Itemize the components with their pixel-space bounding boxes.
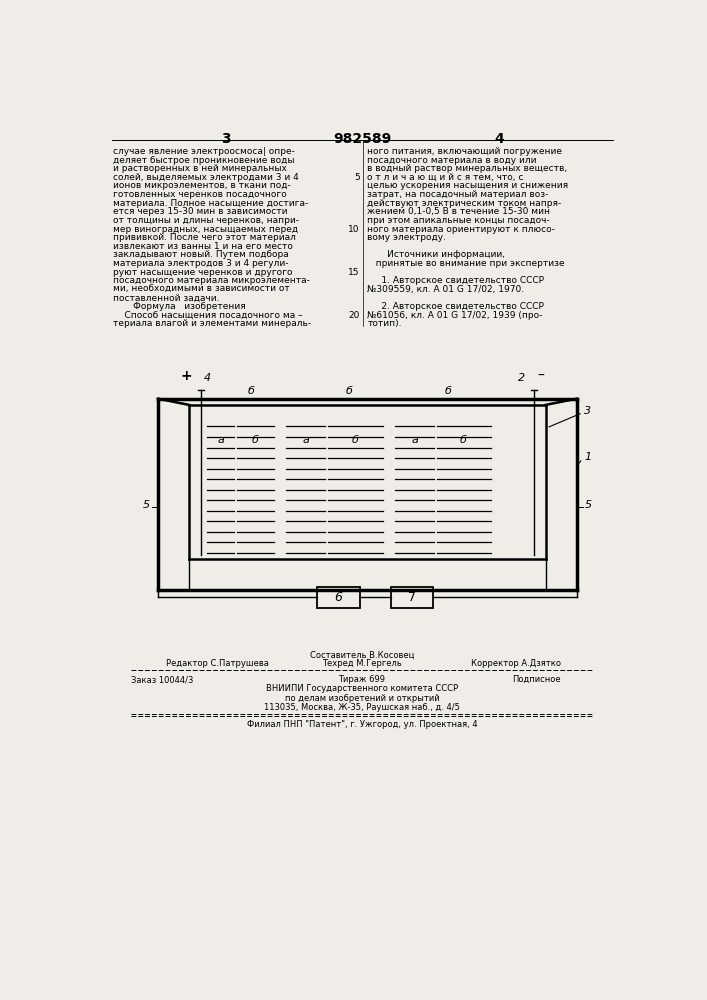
Text: посадочного материала микроэлемента-: посадочного материала микроэлемента- <box>113 276 310 285</box>
Bar <box>317 587 360 608</box>
Text: 2: 2 <box>518 373 525 383</box>
Text: б: б <box>247 386 255 396</box>
Text: Формула   изобретения: Формула изобретения <box>113 302 246 311</box>
Text: Корректор А.Дзятко: Корректор А.Дзятко <box>471 659 561 668</box>
Text: 5: 5 <box>354 173 360 182</box>
Text: Филиал ПНП "Патент", г. Ужгород, ул. Проектная, 4: Филиал ПНП "Патент", г. Ужгород, ул. Про… <box>247 720 477 729</box>
Text: поставленной задачи.: поставленной задачи. <box>113 294 220 303</box>
Text: ется через 15-30 мин в зависимости: ется через 15-30 мин в зависимости <box>113 207 288 216</box>
Text: посадочного материала в воду или: посадочного материала в воду или <box>368 156 537 165</box>
Text: мер виноградных, насыщаемых перед: мер виноградных, насыщаемых перед <box>113 225 298 234</box>
Text: 2. Авторское свидетельство СССР: 2. Авторское свидетельство СССР <box>368 302 544 311</box>
Text: жением 0,1-0,5 В в течение 15-30 мин: жением 0,1-0,5 В в течение 15-30 мин <box>368 207 550 216</box>
Text: Подписное: Подписное <box>513 675 561 684</box>
Text: от толщины и длины черенков, напри-: от толщины и длины черенков, напри- <box>113 216 299 225</box>
Text: извлекают из ванны 1 и на его место: извлекают из ванны 1 и на его место <box>113 242 293 251</box>
Text: тотип).: тотип). <box>368 319 402 328</box>
Text: 3: 3 <box>585 406 592 416</box>
Text: при этом апикальные концы посадоч-: при этом апикальные концы посадоч- <box>368 216 550 225</box>
Text: 20: 20 <box>349 311 360 320</box>
Text: б: б <box>460 435 467 445</box>
Text: ного материала ориентируют к плюсо-: ного материала ориентируют к плюсо- <box>368 225 555 234</box>
Text: руют насыщение черенков и другого: руют насыщение черенков и другого <box>113 268 293 277</box>
Text: а: а <box>411 435 419 445</box>
Text: 6: 6 <box>334 591 342 604</box>
Text: 4: 4 <box>204 373 211 383</box>
Text: в водный раствор минеральных веществ,: в водный раствор минеральных веществ, <box>368 164 568 173</box>
Text: и растворенных в ней минеральных: и растворенных в ней минеральных <box>113 164 287 173</box>
Text: закладывают новый. Путем подбора: закладывают новый. Путем подбора <box>113 250 289 259</box>
Text: 982589: 982589 <box>333 132 391 146</box>
Text: №309559, кл. А 01 G 17/02, 1970.: №309559, кл. А 01 G 17/02, 1970. <box>368 285 525 294</box>
Text: 3: 3 <box>221 132 230 146</box>
Text: 10: 10 <box>348 225 360 234</box>
Text: териала влагой и элементами минераль-: териала влагой и элементами минераль- <box>113 319 311 328</box>
Text: 5: 5 <box>144 500 151 510</box>
Text: 4: 4 <box>494 132 504 146</box>
Text: целью ускорения насыщения и снижения: целью ускорения насыщения и снижения <box>368 181 568 190</box>
Text: 15: 15 <box>348 268 360 277</box>
Text: деляет быстрое проникновение воды: деляет быстрое проникновение воды <box>113 156 295 165</box>
Text: Редактор С.Патрушева: Редактор С.Патрушева <box>166 659 269 668</box>
Text: Источники информации,: Источники информации, <box>368 250 506 259</box>
Text: 5: 5 <box>585 500 592 510</box>
Text: Способ насыщения посадочного ма –: Способ насыщения посадочного ма – <box>113 311 303 320</box>
Text: прививкой. После чего этот материал: прививкой. После чего этот материал <box>113 233 296 242</box>
Text: 113035, Москва, Ж-35, Раушская наб., д. 4/5: 113035, Москва, Ж-35, Раушская наб., д. … <box>264 703 460 712</box>
Text: материала. Полное насыщение достига-: материала. Полное насыщение достига- <box>113 199 308 208</box>
Text: ного питания, включающий погружение: ного питания, включающий погружение <box>368 147 562 156</box>
Text: ми, необходимыми в зависимости от: ми, необходимыми в зависимости от <box>113 285 290 294</box>
Text: 1. Авторское свидетельство СССР: 1. Авторское свидетельство СССР <box>368 276 544 285</box>
Text: №61056, кл. А 01 G 17/02, 1939 (про-: №61056, кл. А 01 G 17/02, 1939 (про- <box>368 311 543 320</box>
Text: Тираж 699: Тираж 699 <box>339 675 385 684</box>
Text: принятые во внимание при экспертизе: принятые во внимание при экспертизе <box>368 259 565 268</box>
Text: б: б <box>252 435 258 445</box>
Text: вому электроду.: вому электроду. <box>368 233 446 242</box>
Text: Техред М.Гергель: Техред М.Гергель <box>322 659 402 668</box>
Text: затрат, на посадочный материал воз-: затрат, на посадочный материал воз- <box>368 190 549 199</box>
Text: о т л и ч а ю щ и й с я тем, что, с: о т л и ч а ю щ и й с я тем, что, с <box>368 173 524 182</box>
Text: Составитель В.Косовец: Составитель В.Косовец <box>310 651 414 660</box>
Text: 1: 1 <box>585 452 592 462</box>
Text: а: а <box>303 435 310 445</box>
Text: Заказ 10044/3: Заказ 10044/3 <box>131 675 194 684</box>
Text: ВНИИПИ Государственного комитета СССР: ВНИИПИ Государственного комитета СССР <box>266 684 458 693</box>
Text: б: б <box>444 386 451 396</box>
Text: солей, выделяемых электродами 3 и 4: солей, выделяемых электродами 3 и 4 <box>113 173 299 182</box>
Text: случае явление электроосмоса| опре-: случае явление электроосмоса| опре- <box>113 147 295 156</box>
Text: +: + <box>181 369 192 383</box>
Text: а: а <box>218 435 225 445</box>
Text: материала электродов 3 и 4 регули-: материала электродов 3 и 4 регули- <box>113 259 288 268</box>
Text: б: б <box>346 386 352 396</box>
Text: по делам изобретений и открытий: по делам изобретений и открытий <box>285 694 439 703</box>
Text: готовленных черенков посадочного: готовленных черенков посадочного <box>113 190 287 199</box>
Bar <box>391 587 433 608</box>
Text: б: б <box>351 435 358 445</box>
Text: –: – <box>538 369 545 383</box>
Text: 7: 7 <box>408 591 416 604</box>
Text: действуют электрическим током напря-: действуют электрическим током напря- <box>368 199 561 208</box>
Text: ионов микроэлементов, в ткани под-: ионов микроэлементов, в ткани под- <box>113 181 291 190</box>
